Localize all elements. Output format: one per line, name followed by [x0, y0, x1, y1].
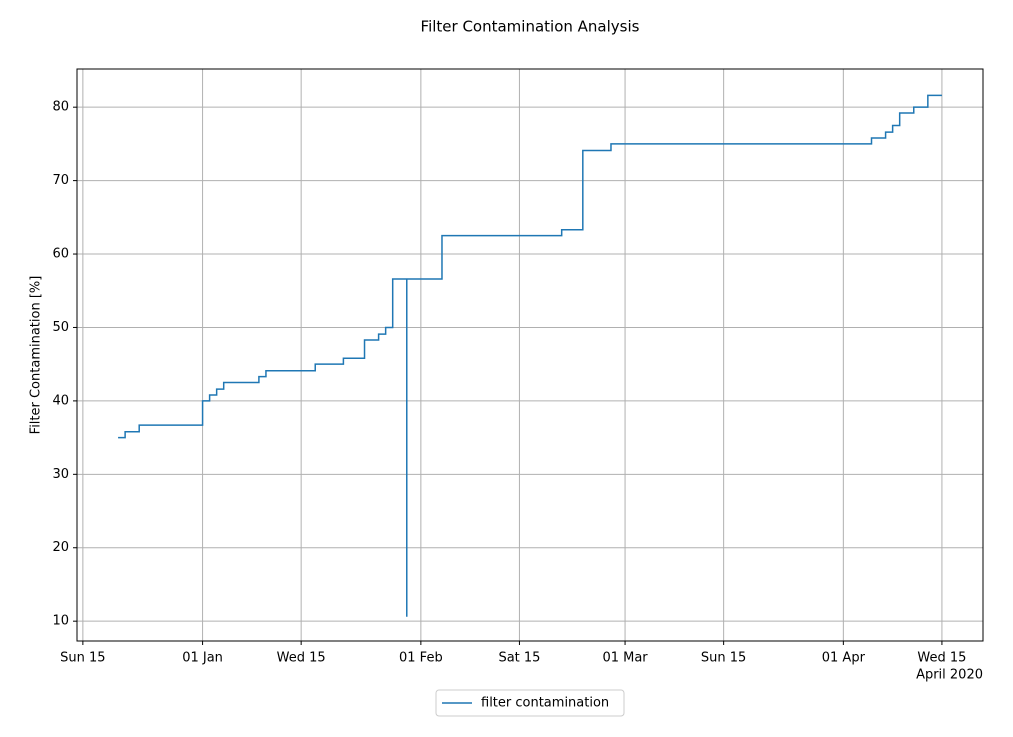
x-tick-label: 01 Apr: [822, 651, 866, 666]
line: [118, 94, 942, 617]
x-tick-label: 01 Mar: [602, 651, 648, 666]
x-tick-label: 01 Jan: [182, 651, 223, 666]
x-tick-label: Wed 15: [917, 651, 966, 666]
y-axis-label: Filter Contamination [%]: [29, 276, 44, 435]
y-tick-label: 10: [52, 614, 69, 629]
legend-box: [435, 689, 625, 717]
y-tick-label: 70: [52, 173, 69, 188]
y-tick-label: 20: [52, 540, 69, 555]
x-tick-label: Sat 15: [498, 651, 540, 666]
x-offset-label: April 2020: [916, 668, 983, 683]
y-tick-label: 30: [52, 467, 69, 482]
y-tick-label: 80: [52, 100, 69, 115]
y-tick-label: 60: [52, 247, 69, 262]
y-tick-label: 40: [52, 393, 69, 408]
chart-title: Filter Contamination Analysis: [421, 18, 640, 36]
x-tick-label: Wed 15: [277, 651, 326, 666]
x-tick-label: 01 Feb: [399, 651, 443, 666]
x-tick-label: Sun 15: [60, 651, 105, 666]
y-tick-label: 50: [52, 320, 69, 335]
legend-label: filter contamination: [481, 696, 609, 711]
plot-frame: [76, 68, 984, 642]
x-tick-label: Sun 15: [701, 651, 746, 666]
